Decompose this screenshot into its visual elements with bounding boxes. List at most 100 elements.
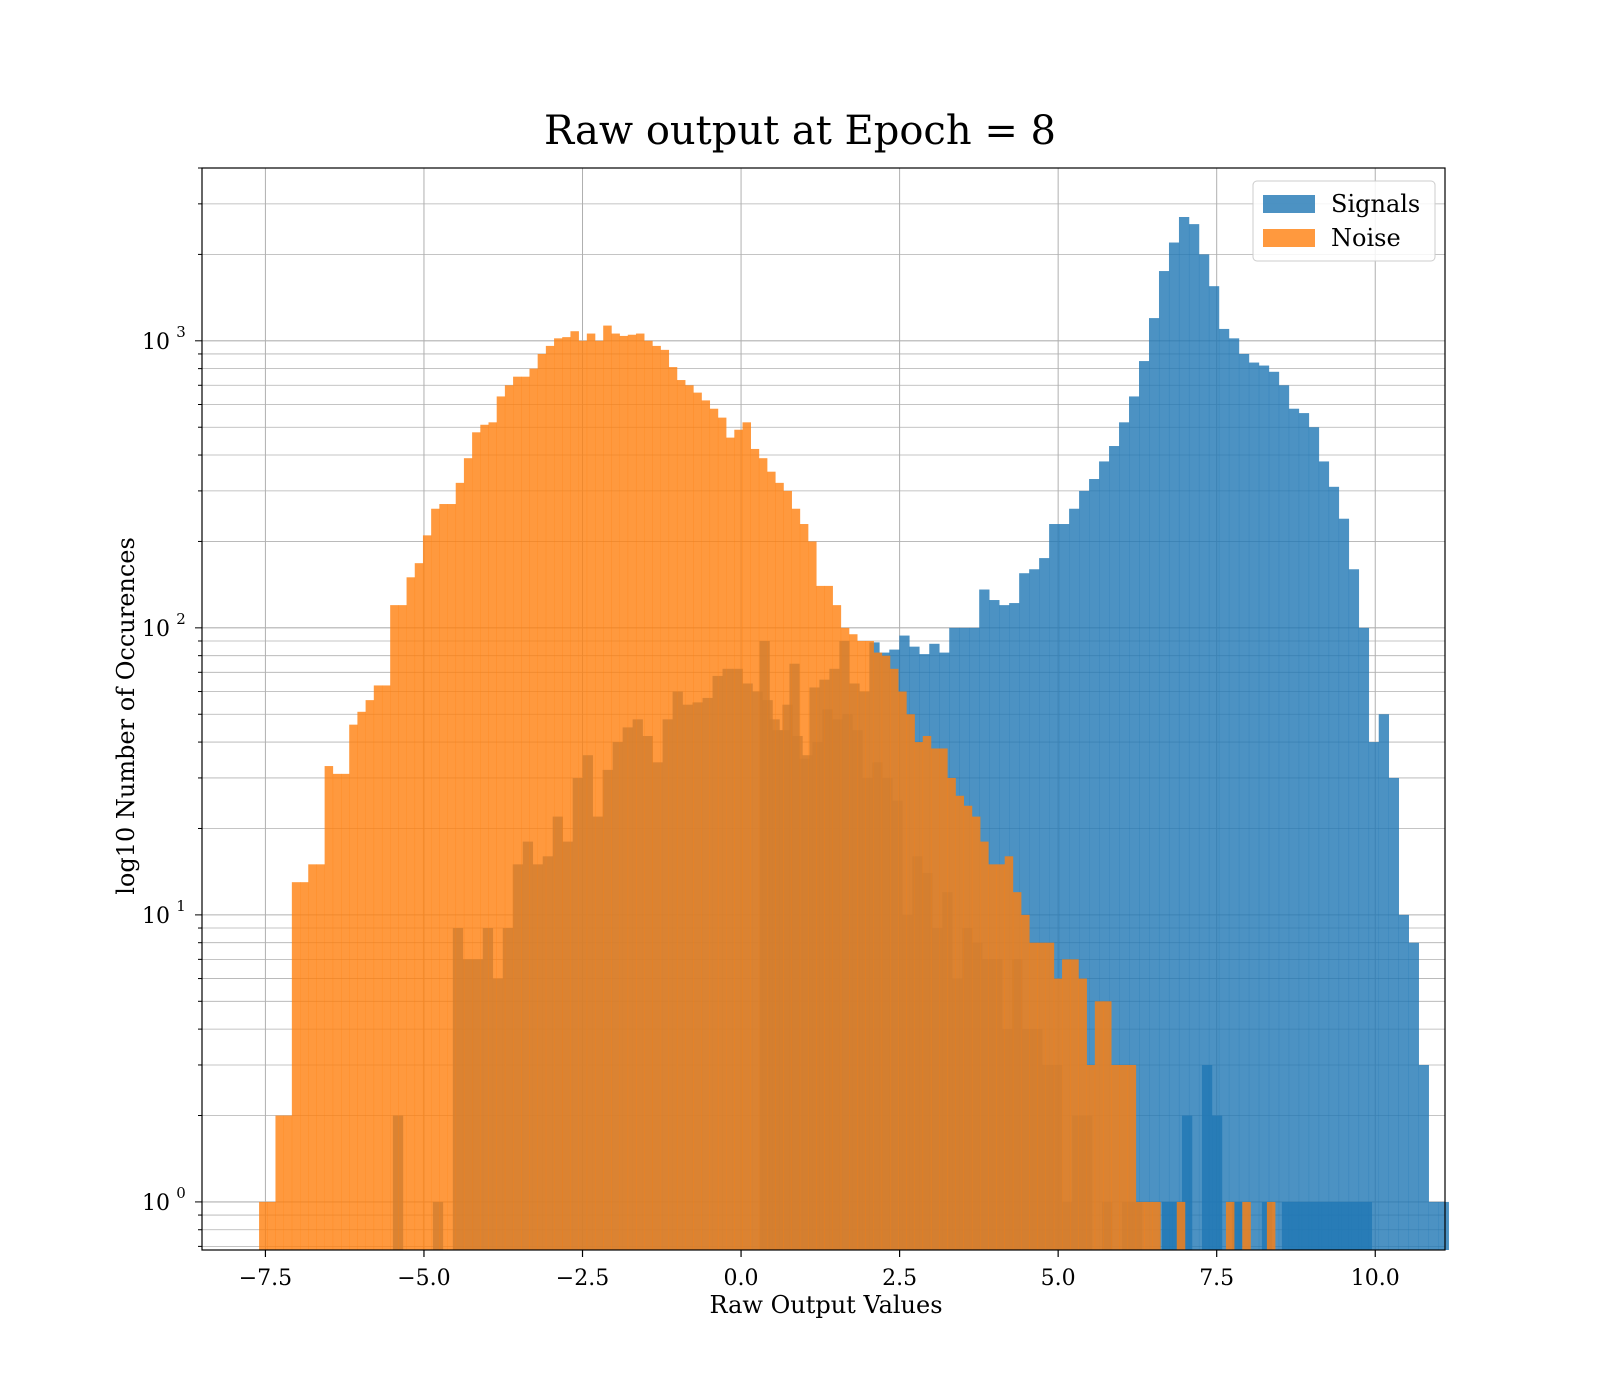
histogram-bar xyxy=(1298,413,1310,1250)
histogram-bar xyxy=(381,685,391,1250)
histogram-bar xyxy=(1049,524,1060,1250)
x-tick-label: −5.0 xyxy=(397,1266,450,1291)
histogram-bar xyxy=(406,577,416,1250)
histogram-bar xyxy=(1070,959,1079,1250)
histogram-bar xyxy=(627,334,637,1250)
histogram-bar xyxy=(734,429,743,1250)
histogram-bar xyxy=(267,1201,276,1250)
histogram-bar xyxy=(595,340,604,1251)
histogram-bar xyxy=(1152,1201,1161,1250)
histogram-bar xyxy=(816,585,825,1250)
y-tick-exponent: 2 xyxy=(176,610,186,628)
histogram-bar xyxy=(693,392,702,1250)
histogram-bar xyxy=(1258,365,1270,1250)
histogram-bar xyxy=(1348,569,1360,1250)
histogram-bar xyxy=(1328,486,1340,1251)
y-tick-label: 10 xyxy=(142,617,170,642)
histogram-bar xyxy=(1039,558,1050,1250)
histogram-bar xyxy=(1242,1201,1251,1250)
histogram-bar xyxy=(578,340,588,1251)
histogram-bar xyxy=(775,482,784,1250)
histogram-bar xyxy=(308,864,317,1250)
histogram-bar xyxy=(898,691,907,1250)
histogram-bar xyxy=(611,333,620,1250)
histogram-bar xyxy=(1119,422,1130,1250)
histogram-bar xyxy=(316,864,325,1250)
histogram-bar xyxy=(1288,408,1300,1250)
y-tick-label: 10 xyxy=(142,904,170,929)
histogram-bar xyxy=(963,805,973,1250)
histogram-bar xyxy=(1178,216,1190,1251)
x-tick-label: 0.0 xyxy=(724,1266,759,1291)
histogram-bar xyxy=(455,482,465,1250)
histogram-bar xyxy=(1248,362,1260,1250)
histogram-bar xyxy=(422,535,432,1250)
histogram-bar xyxy=(480,424,489,1250)
histogram-bar xyxy=(1398,914,1409,1250)
histogram-bar xyxy=(701,400,711,1250)
histogram-bar xyxy=(947,777,956,1250)
histogram-bar xyxy=(1129,396,1140,1250)
y-tick-label: 10 xyxy=(142,330,170,355)
y-tick-exponent: 1 xyxy=(176,897,186,915)
histogram-bar xyxy=(447,504,457,1250)
x-axis-label: Raw Output Values xyxy=(709,1291,942,1319)
histogram-bar xyxy=(1111,1064,1120,1250)
histogram-bar xyxy=(644,340,653,1251)
histogram-bar xyxy=(988,864,997,1250)
x-axis-ticks: −7.5 −5.0 −2.5 0.0 2.5 5.0 7.5 10.0 xyxy=(239,1250,1400,1291)
histogram-bar xyxy=(791,508,801,1251)
histogram-bar xyxy=(1308,427,1320,1250)
histogram-bar xyxy=(1208,286,1220,1251)
histogram-bar xyxy=(1012,892,1022,1250)
histogram-bar xyxy=(1079,490,1090,1250)
noise-bars xyxy=(259,325,1276,1251)
histogram-bar xyxy=(685,385,694,1250)
histogram-bar xyxy=(513,376,522,1250)
plot-frame xyxy=(201,167,1446,1251)
histogram-bar xyxy=(488,422,497,1250)
histogram-bar xyxy=(603,325,612,1251)
histogram-bar xyxy=(1418,1064,1429,1250)
histogram-bar xyxy=(1428,1201,1439,1250)
histogram-bar xyxy=(1004,856,1014,1250)
histogram-bar xyxy=(332,773,342,1250)
histogram-bar xyxy=(398,605,407,1250)
histogram-bar xyxy=(1019,573,1030,1250)
histogram-bar xyxy=(1268,371,1280,1250)
histogram-bar xyxy=(373,685,383,1250)
histogram-bar xyxy=(783,490,792,1250)
histogram-bar xyxy=(521,376,530,1250)
histogram-bar xyxy=(750,448,760,1250)
histogram-bar xyxy=(799,524,809,1250)
histogram-bar xyxy=(668,367,678,1251)
histogram-bar xyxy=(832,605,842,1250)
histogram-bar xyxy=(1119,1064,1128,1250)
histogram-bar xyxy=(1388,777,1400,1250)
histogram-bar xyxy=(1176,1201,1186,1250)
histogram-bar xyxy=(537,353,547,1250)
histogram-bar xyxy=(1109,446,1120,1250)
histogram-bar xyxy=(1188,224,1200,1251)
histogram-bar xyxy=(1278,385,1290,1250)
histogram-bar xyxy=(504,385,514,1250)
histogram-bar xyxy=(742,422,751,1250)
histogram-bar xyxy=(1099,461,1110,1250)
histogram-bar xyxy=(1158,271,1170,1251)
histogram-bar xyxy=(1228,338,1240,1250)
histogram-bar xyxy=(726,437,735,1250)
histogram-bar xyxy=(1139,361,1150,1250)
histogram-bar xyxy=(971,816,981,1250)
histogram-bar xyxy=(1378,714,1390,1250)
histogram-bar xyxy=(914,742,924,1250)
histogram-bar xyxy=(767,471,776,1251)
x-tick-label: 7.5 xyxy=(1199,1266,1234,1291)
histogram-bar xyxy=(1358,627,1370,1250)
histogram-bar xyxy=(1225,1201,1235,1250)
histogram-bar xyxy=(660,349,670,1250)
histogram-bar xyxy=(1148,318,1160,1250)
histogram-bar xyxy=(1094,1001,1104,1250)
histogram-bar xyxy=(529,368,538,1250)
histogram-bar xyxy=(922,735,932,1250)
histogram-bar xyxy=(676,380,686,1250)
